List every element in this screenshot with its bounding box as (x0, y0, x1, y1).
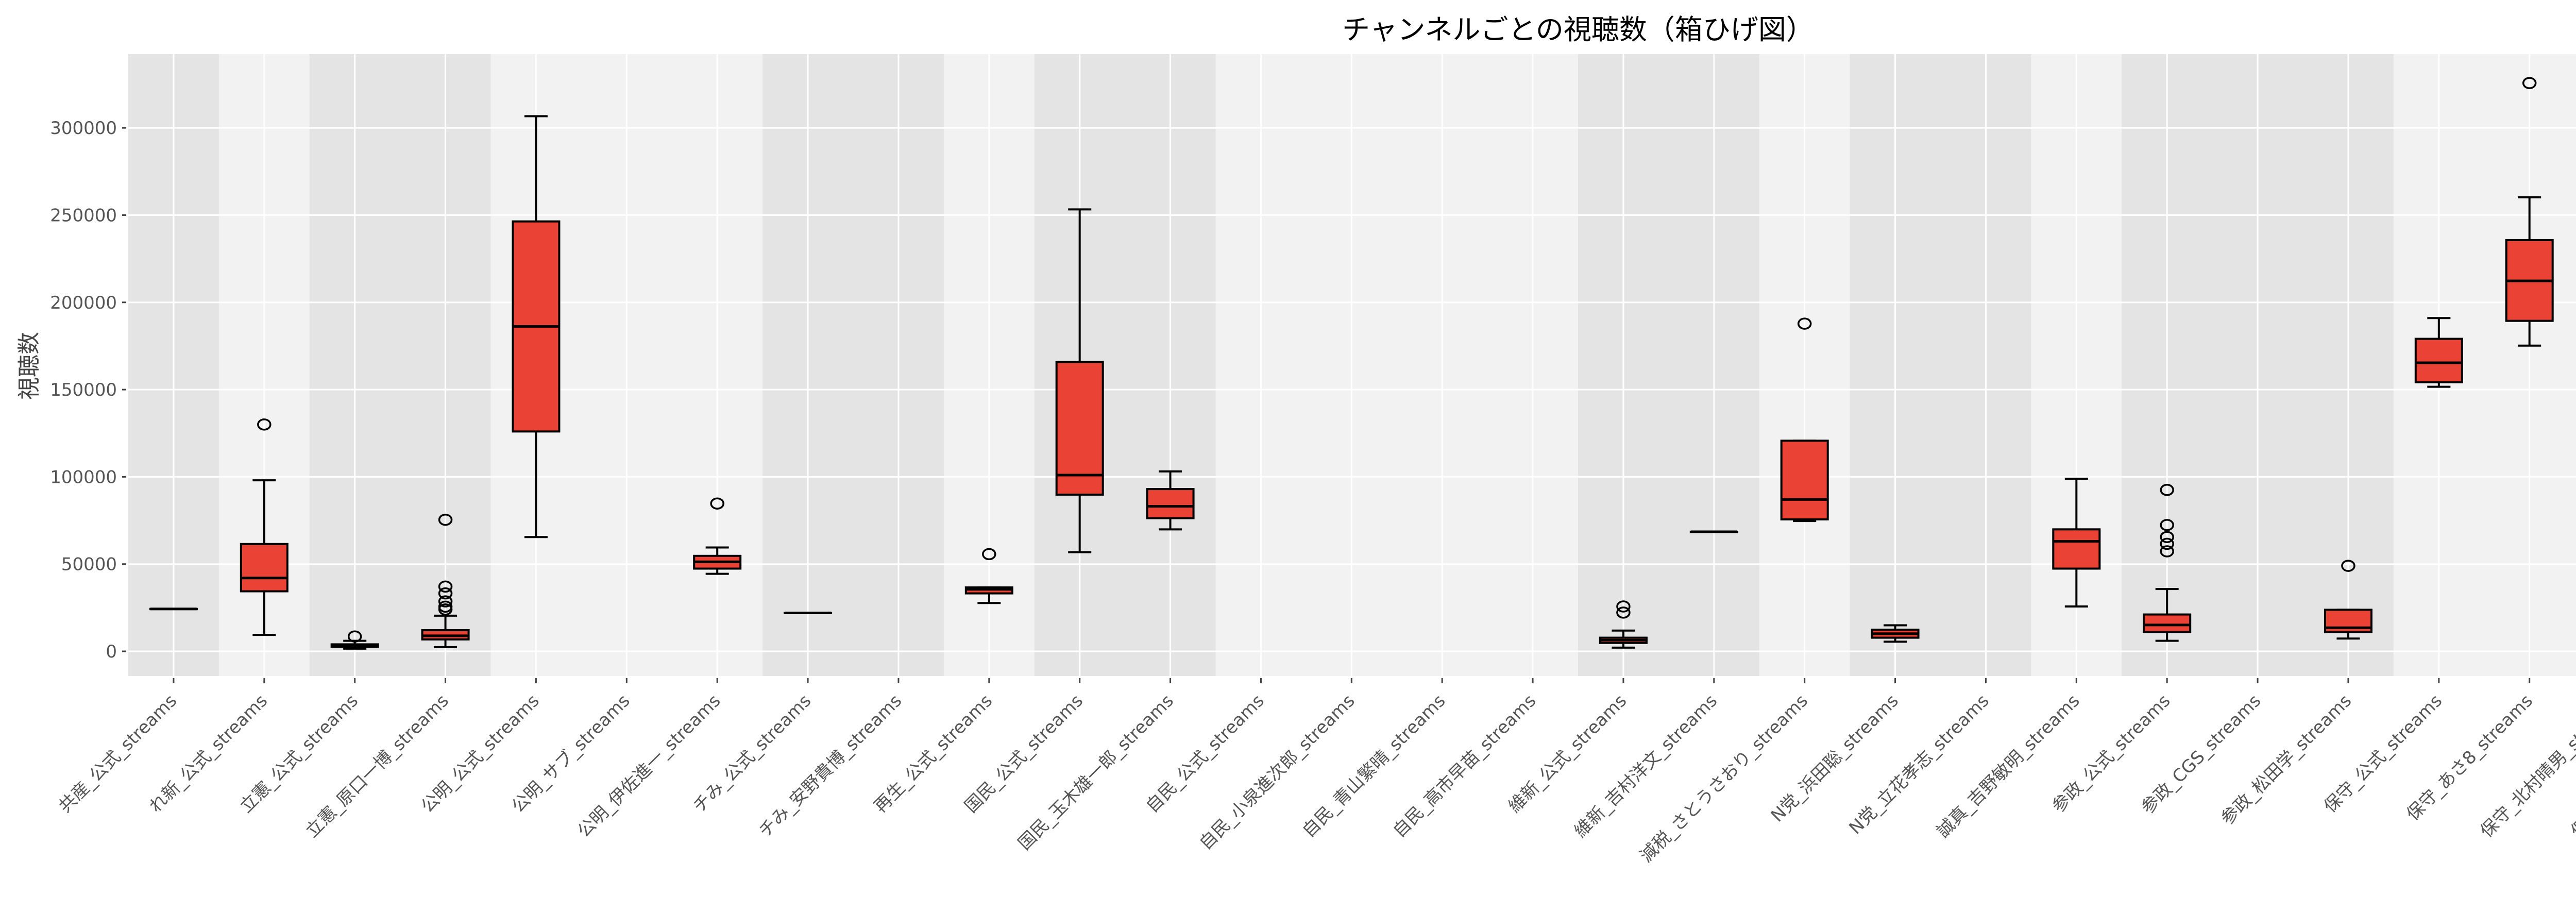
boxplot (2505, 77, 2554, 347)
y-tick-label: 300000 (50, 118, 117, 139)
boxplot (512, 115, 561, 538)
outlier-point (710, 497, 724, 510)
boxplot (330, 630, 379, 650)
outlier-point (347, 630, 362, 643)
outlier-point (1797, 317, 1812, 330)
x-tick-label: 国民_玉木雄一郎_streams (1014, 690, 1178, 854)
outlier-point (438, 580, 453, 593)
category-band (2574, 54, 2576, 676)
boxplot (1599, 600, 1648, 649)
y-axis: 0 50000 100000 150000 200000 250000 300000 (50, 118, 126, 662)
x-tick-label: 自民_小泉進次郎_streams (1195, 690, 1359, 854)
chart-title: チャンネルごとの視聴数（箱ひげ図） (1342, 13, 1814, 46)
y-tick-label: 0 (106, 642, 117, 662)
y-tick-label: 100000 (50, 467, 117, 487)
outlier-point (2160, 537, 2174, 550)
outlier-point (1616, 600, 1631, 613)
y-tick-label: 150000 (50, 380, 117, 400)
boxplot (693, 497, 742, 575)
boxplot (149, 608, 198, 611)
boxplot (784, 612, 833, 615)
outlier-point (1616, 606, 1631, 619)
x-axis: 共産_公式_streamsれ新_公式_streams立憲_公式_streams立… (55, 678, 2576, 867)
boxplot (240, 418, 289, 636)
gridlines (128, 54, 2576, 676)
boxplot (2414, 317, 2463, 388)
boxplot (421, 513, 470, 648)
boxplot (1780, 317, 1829, 522)
outlier-point (438, 600, 453, 613)
boxplot (2324, 560, 2372, 640)
boxplot (1055, 208, 1104, 553)
x-tick-label: 減税_さとうさおり_streams (1636, 690, 1812, 866)
outlier-point (2160, 484, 2174, 496)
outlier-point (257, 418, 272, 431)
outlier-point (438, 587, 453, 600)
outlier-point (2160, 545, 2174, 558)
boxplot (2052, 478, 2101, 608)
x-tick-label: 保守_島田洋一_streams (2567, 690, 2576, 841)
boxplot (2143, 484, 2192, 642)
outlier-point (2522, 77, 2537, 89)
boxplot (1146, 470, 1195, 531)
outlier-point (438, 595, 453, 608)
outlier-point (982, 548, 996, 561)
outlier-point (2341, 560, 2355, 572)
boxplots (149, 77, 2554, 650)
outlier-point (438, 513, 453, 526)
y-tick-label: 250000 (50, 206, 117, 226)
boxplot (964, 548, 1013, 604)
boxplot (1871, 624, 1920, 643)
outlier-point (2160, 531, 2174, 543)
y-tick-label: 50000 (61, 554, 117, 575)
outlier-point (2160, 519, 2174, 531)
y-tick-label: 200000 (50, 293, 117, 313)
